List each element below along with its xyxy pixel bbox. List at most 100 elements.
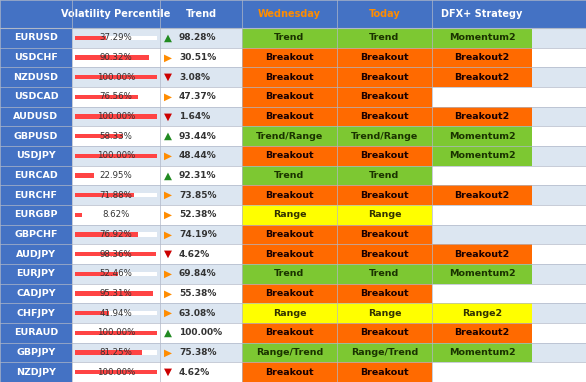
Text: Trend/Range: Trend/Range [351,131,418,141]
Text: ▲: ▲ [164,33,172,43]
Text: ▼: ▼ [164,367,172,377]
Text: DFX+ Strategy: DFX+ Strategy [441,9,523,19]
Text: ▲: ▲ [164,328,172,338]
Bar [242,107,337,126]
Text: Momentum2: Momentum2 [449,131,515,141]
Text: 73.85%: 73.85% [179,191,216,200]
Bar [0,67,72,87]
Bar [72,225,586,244]
Text: 52.38%: 52.38% [179,210,216,219]
Text: Trend: Trend [185,9,217,19]
Text: USDCHF: USDCHF [14,53,58,62]
Bar [75,272,118,276]
Bar [337,48,432,67]
Bar [75,291,157,296]
Text: Breakout: Breakout [360,367,409,377]
Text: Trend/Range: Trend/Range [256,131,323,141]
Text: 1.64%: 1.64% [179,112,210,121]
Text: Momentum2: Momentum2 [449,269,515,278]
Text: ▶: ▶ [164,210,172,220]
Text: Range/Trend: Range/Trend [351,348,418,357]
Text: CADJPY: CADJPY [16,289,56,298]
Text: 71.88%: 71.88% [100,191,132,200]
Text: 75.38%: 75.38% [179,348,216,357]
Text: NZDJPY: NZDJPY [16,367,56,377]
Bar [337,303,432,323]
Text: Trend: Trend [274,269,305,278]
Text: 58.33%: 58.33% [100,131,132,141]
Bar [72,343,586,362]
Text: Breakout: Breakout [265,191,314,200]
Text: Breakout2: Breakout2 [454,249,510,259]
Text: EURJPY: EURJPY [16,269,55,278]
Bar [337,244,432,264]
Text: Breakout: Breakout [265,112,314,121]
Bar [75,154,157,158]
Text: GBPUSD: GBPUSD [14,131,58,141]
Bar [432,126,532,146]
Text: Range: Range [272,210,306,219]
Bar [0,48,72,67]
Bar [337,264,432,283]
Bar [72,185,586,205]
Text: Breakout: Breakout [360,249,409,259]
Text: Momentum2: Momentum2 [449,348,515,357]
Bar [75,370,157,374]
Text: ▲: ▲ [164,170,172,180]
Bar [75,36,105,40]
Text: Breakout2: Breakout2 [454,73,510,82]
Text: 4.62%: 4.62% [179,249,210,259]
Text: Breakout: Breakout [360,151,409,160]
Text: USDJPY: USDJPY [16,151,56,160]
Bar [75,331,157,335]
Bar [432,28,532,48]
Bar [242,244,337,264]
Bar [337,67,432,87]
Bar [242,303,337,323]
Bar [75,252,156,256]
Text: 4.62%: 4.62% [179,367,210,377]
Bar [0,225,72,244]
Text: ▶: ▶ [164,308,172,318]
Bar [72,146,586,166]
Bar [432,343,532,362]
Bar [337,146,432,166]
Text: 100.00%: 100.00% [179,328,222,337]
Text: 22.95%: 22.95% [100,171,132,180]
Bar [75,36,157,40]
Text: NZDUSD: NZDUSD [13,73,59,82]
Text: 98.28%: 98.28% [179,33,216,42]
Text: Trend: Trend [369,269,400,278]
Bar [0,343,72,362]
Bar [337,283,432,303]
Text: ▶: ▶ [164,190,172,200]
Bar [0,28,72,48]
Text: 48.44%: 48.44% [179,151,217,160]
Text: 41.94%: 41.94% [100,309,132,318]
Text: Breakout: Breakout [360,230,409,239]
Bar [0,165,72,185]
Text: 52.46%: 52.46% [100,269,132,278]
Text: Range2: Range2 [462,309,502,318]
Bar [337,225,432,244]
Text: 100.00%: 100.00% [97,112,135,121]
Bar [0,303,72,323]
Text: 30.51%: 30.51% [179,53,216,62]
Bar [75,213,82,217]
Bar [0,87,72,107]
Bar [242,67,337,87]
Text: Breakout: Breakout [360,289,409,298]
Text: 81.25%: 81.25% [100,348,132,357]
Text: Breakout: Breakout [265,73,314,82]
Text: 3.08%: 3.08% [179,73,210,82]
Bar [432,303,532,323]
Text: Range: Range [368,309,401,318]
Bar [75,213,157,217]
Text: Breakout: Breakout [265,367,314,377]
Bar [0,0,586,28]
Bar [72,28,586,48]
Bar [0,362,72,382]
Text: Trend: Trend [369,33,400,42]
Text: Today: Today [369,9,400,19]
Bar [72,303,586,323]
